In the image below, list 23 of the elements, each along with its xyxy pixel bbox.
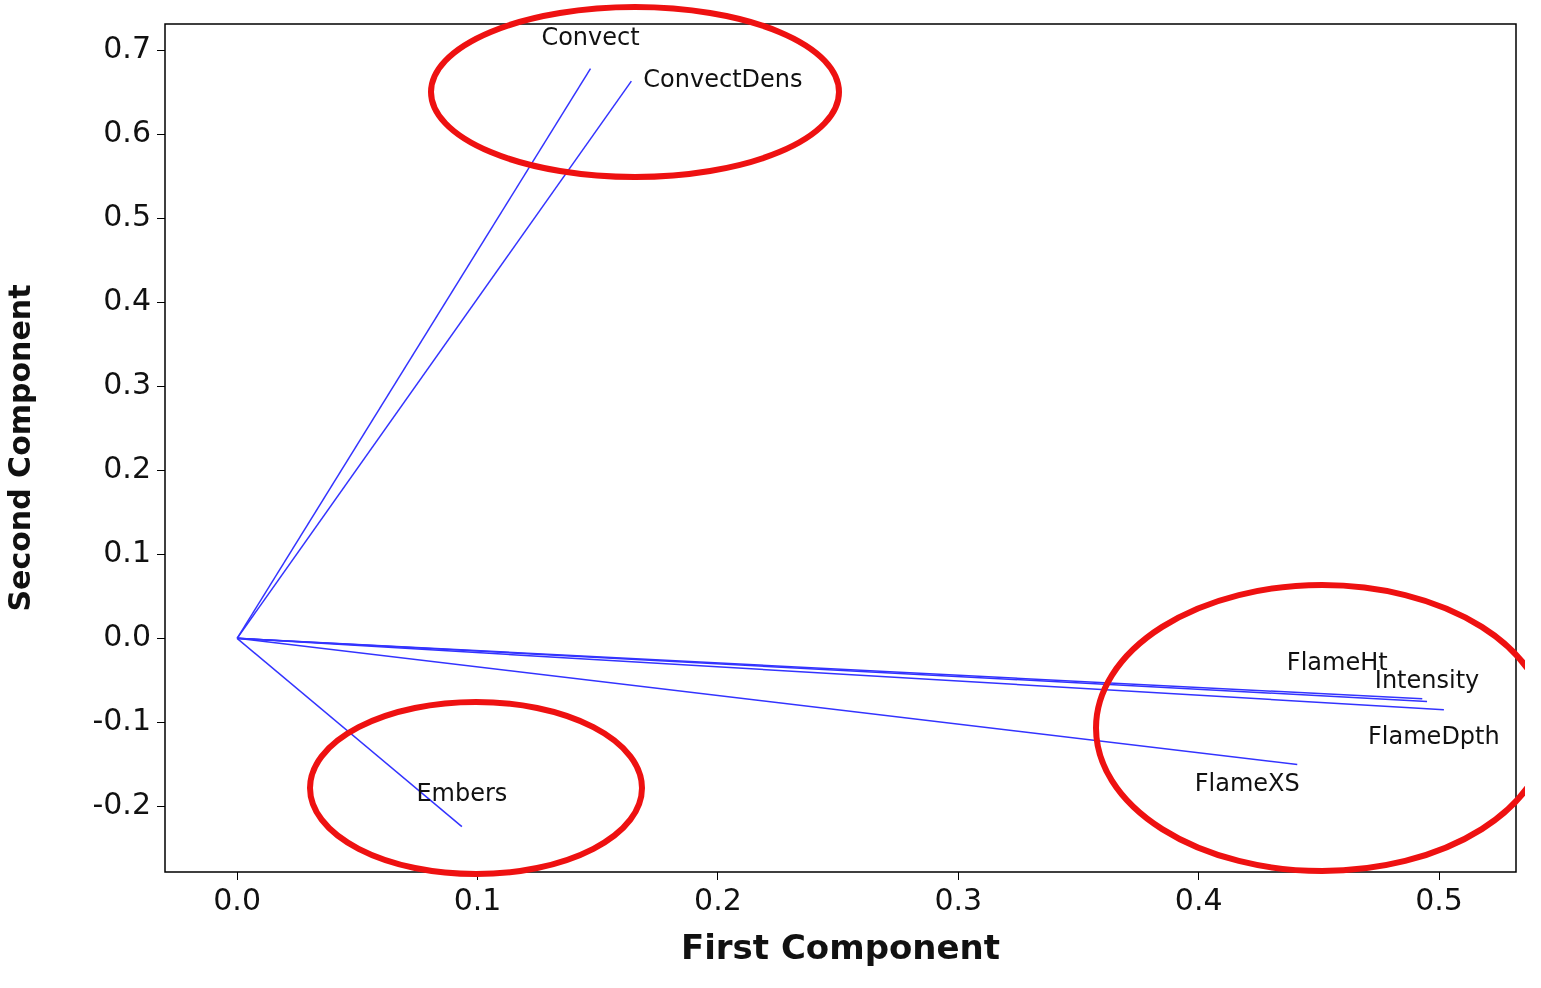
y-tick-label: -0.1 — [92, 702, 151, 738]
series-label: FlameXS — [1194, 768, 1300, 797]
series-label: FlameDpth — [1368, 722, 1500, 751]
y-axis-title: Second Component — [1, 284, 37, 612]
y-tick-label: 0.2 — [103, 450, 151, 486]
x-tick-label: 0.0 — [213, 881, 261, 917]
series-label: Embers — [416, 778, 508, 807]
x-tick-label: 0.5 — [1415, 881, 1463, 917]
x-axis-title: First Component — [680, 927, 1001, 968]
y-tick-label: 0.4 — [103, 281, 151, 317]
y-tick-label: -0.2 — [92, 786, 151, 822]
series-label: ConvectDens — [643, 65, 803, 94]
x-tick-label: 0.1 — [453, 881, 502, 917]
y-tick-label: 0.7 — [103, 29, 151, 65]
y-tick-label: 0.5 — [103, 197, 151, 233]
x-tick-label: 0.2 — [694, 881, 742, 917]
y-tick-label: 0.0 — [103, 618, 151, 654]
y-tick-label: 0.3 — [103, 366, 151, 402]
y-tick-label: 0.1 — [103, 534, 151, 570]
series-label: Convect — [541, 22, 640, 51]
x-tick-label: 0.3 — [934, 881, 983, 917]
x-tick-label: 0.4 — [1174, 881, 1223, 917]
y-tick-label: 0.6 — [103, 113, 151, 149]
